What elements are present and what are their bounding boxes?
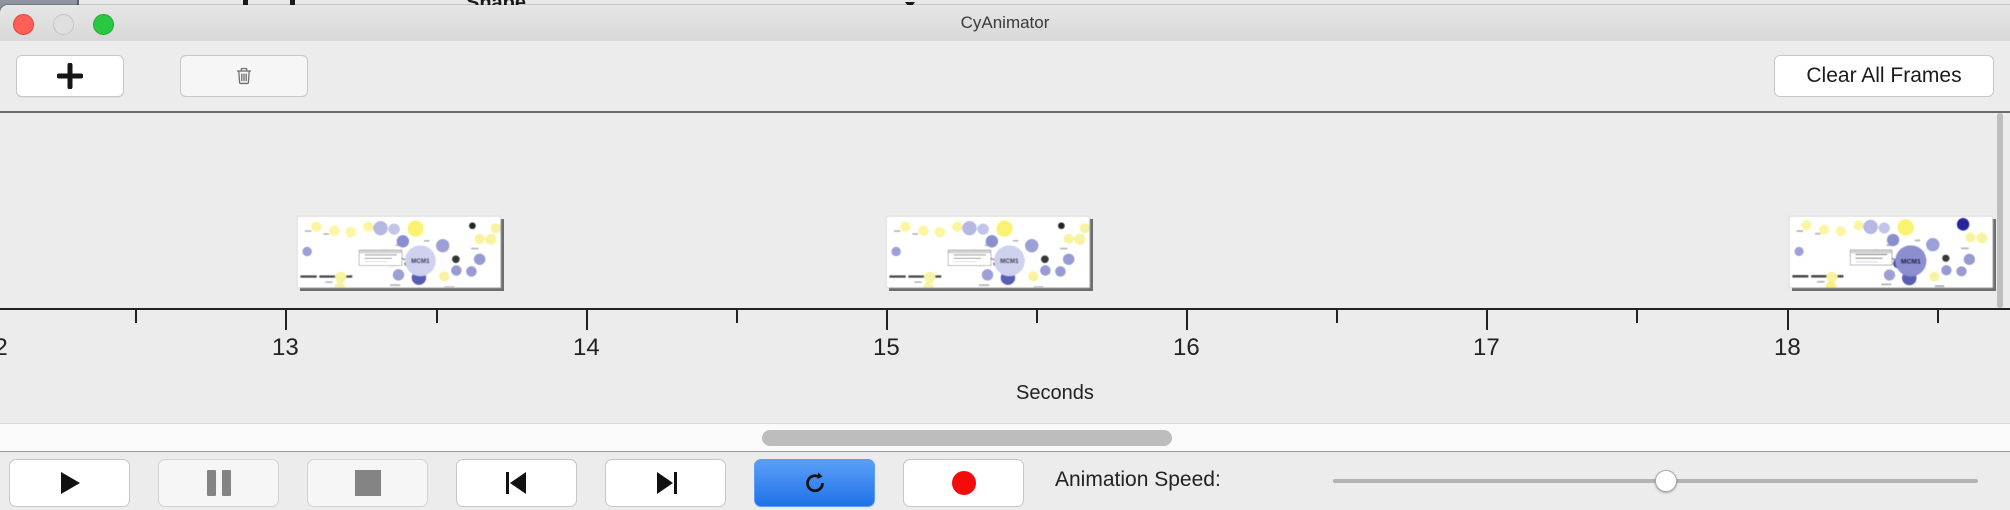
svg-text:MCM1: MCM1 — [411, 258, 430, 265]
svg-text:MCM1: MCM1 — [1000, 258, 1019, 265]
svg-text:MCM1: MCM1 — [1901, 258, 1921, 265]
